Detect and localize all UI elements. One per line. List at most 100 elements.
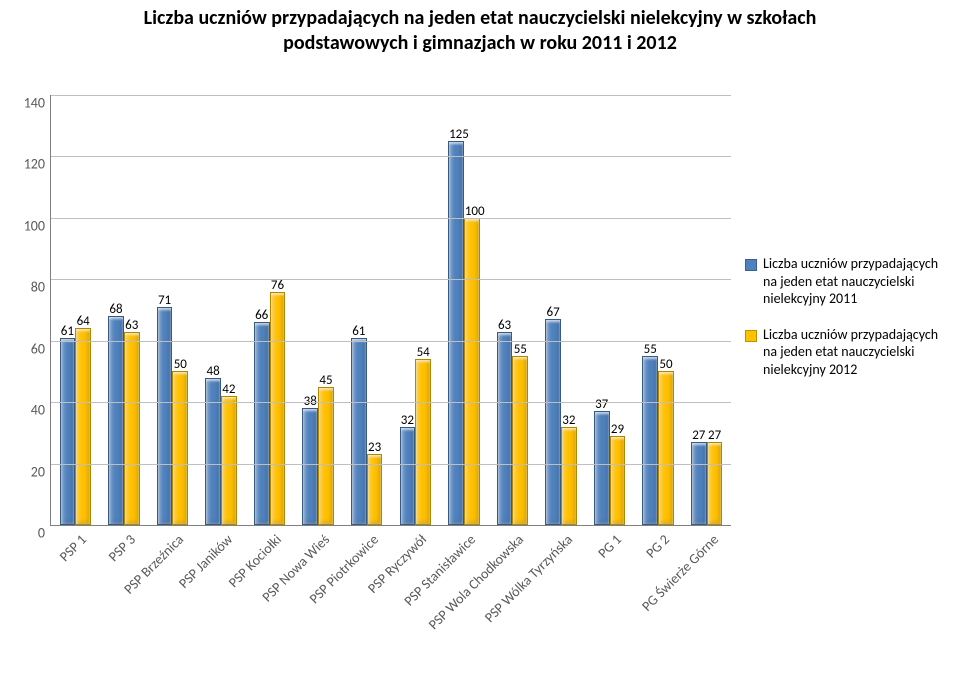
bar-2012: 29 [610, 436, 626, 525]
bar-2012: 63 [124, 332, 140, 526]
bar-group: 6164 [60, 95, 92, 525]
bar-value-label: 27 [692, 429, 706, 443]
bar-2012: 100 [464, 218, 480, 525]
gridline [51, 156, 731, 157]
bar-value-label: 32 [401, 414, 415, 428]
bar-2012: 27 [707, 442, 723, 525]
bar-2011: 37 [594, 411, 610, 525]
bar-group: 4842 [205, 95, 237, 525]
bar-2012: 42 [221, 396, 237, 525]
bar-value-label: 54 [416, 346, 430, 360]
bar-value-label: 68 [109, 303, 123, 317]
bar-2011: 48 [205, 378, 221, 525]
bar-value-label: 61 [61, 325, 75, 339]
y-tick-label: 60 [31, 340, 51, 357]
gridline [51, 464, 731, 465]
bar-value-label: 45 [319, 374, 333, 388]
x-axis-labels: PSP 1PSP 3PSP BrzeźnicaPSP JanikówPSP Ko… [50, 525, 730, 675]
bar-value-label: 100 [465, 205, 479, 219]
legend: Liczba uczniów przypadających na jeden e… [745, 255, 945, 396]
bar-group: 6123 [351, 95, 383, 525]
bar-value-label: 50 [173, 358, 187, 372]
bar-2012: 45 [318, 387, 334, 525]
bar-group: 2727 [691, 95, 723, 525]
bar-group: 6355 [497, 95, 529, 525]
x-tick-label: PSP 1 [56, 531, 90, 565]
bar-2011: 38 [302, 408, 318, 525]
bar-group: 6676 [254, 95, 286, 525]
bar-value-label: 55 [513, 343, 527, 357]
bar-value-label: 66 [255, 309, 269, 323]
y-tick-label: 100 [24, 217, 51, 234]
bar-2011: 55 [642, 356, 658, 525]
bar-value-label: 29 [611, 423, 625, 437]
bar-value-label: 50 [659, 358, 673, 372]
gridline [51, 279, 731, 280]
y-tick-label: 140 [24, 95, 51, 112]
gridline [51, 402, 731, 403]
bar-value-label: 37 [595, 398, 609, 412]
bar-2012: 55 [512, 356, 528, 525]
bar-value-label: 48 [206, 365, 220, 379]
x-tick-label: PSP Wólka Tyrzyńska [481, 531, 576, 626]
bar-2011: 66 [254, 322, 270, 525]
bar-group: 3845 [302, 95, 334, 525]
bar-value-label: 61 [352, 325, 366, 339]
bar-group: 6732 [545, 95, 577, 525]
bar-value-label: 67 [546, 306, 560, 320]
y-tick-label: 20 [31, 463, 51, 480]
legend-swatch-2011 [745, 259, 757, 271]
bar-2011: 71 [157, 307, 173, 525]
x-tick-label: PG 2 [643, 531, 674, 562]
bar-value-label: 32 [562, 414, 576, 428]
legend-swatch-2012 [745, 330, 757, 342]
bar-value-label: 63 [498, 319, 512, 333]
x-tick-label: PSP 3 [105, 531, 139, 565]
y-tick-label: 40 [31, 402, 51, 419]
bar-group: 3254 [400, 95, 432, 525]
y-tick-label: 80 [31, 279, 51, 296]
bar-2011: 67 [545, 319, 561, 525]
bar-2012: 50 [172, 371, 188, 525]
gridline [51, 95, 731, 96]
chart-title-line2: podstawowych i gimnazjach w roku 2011 i … [283, 31, 677, 55]
legend-item-2012: Liczba uczniów przypadających na jeden e… [745, 326, 945, 379]
x-tick-label: PG 1 [594, 531, 625, 562]
bar-2011: 68 [108, 316, 124, 525]
page: Liczba uczniów przypadających na jeden e… [0, 0, 960, 685]
bar-group: 7150 [157, 95, 189, 525]
bar-2012: 32 [561, 427, 577, 525]
bar-group: 3729 [594, 95, 626, 525]
bar-2012: 50 [658, 371, 674, 525]
bar-2011: 61 [351, 338, 367, 525]
bar-2011: 125 [448, 141, 464, 525]
bars-layer: 6164686371504842667638456123325412510063… [51, 95, 731, 525]
bar-2012: 76 [270, 292, 286, 525]
bar-2012: 23 [367, 454, 383, 525]
gridline [51, 218, 731, 219]
bar-2012: 64 [75, 328, 91, 525]
bar-value-label: 42 [222, 383, 236, 397]
chart-title-line1: Liczba uczniów przypadających na jeden e… [144, 6, 817, 30]
plot-area: 6164686371504842667638456123325412510063… [50, 95, 731, 526]
bar-2011: 63 [497, 332, 513, 526]
bar-group: 125100 [448, 95, 480, 525]
bar-value-label: 64 [76, 315, 90, 329]
bar-group: 5550 [642, 95, 674, 525]
legend-text-2011: Liczba uczniów przypadających na jeden e… [763, 255, 945, 308]
chart: 6164686371504842667638456123325412510063… [10, 95, 950, 675]
bar-value-label: 63 [125, 319, 139, 333]
bar-2011: 61 [60, 338, 76, 525]
bar-value-label: 27 [708, 429, 722, 443]
bar-group: 6863 [108, 95, 140, 525]
gridline [51, 341, 731, 342]
legend-text-2012: Liczba uczniów przypadających na jeden e… [763, 326, 945, 379]
bar-value-label: 71 [158, 294, 172, 308]
y-tick-label: 120 [24, 156, 51, 173]
bar-2012: 54 [415, 359, 431, 525]
bar-value-label: 76 [271, 279, 285, 293]
chart-title: Liczba uczniów przypadających na jeden e… [0, 0, 960, 56]
legend-item-2011: Liczba uczniów przypadających na jeden e… [745, 255, 945, 308]
bar-2011: 32 [400, 427, 416, 525]
bar-2011: 27 [691, 442, 707, 525]
